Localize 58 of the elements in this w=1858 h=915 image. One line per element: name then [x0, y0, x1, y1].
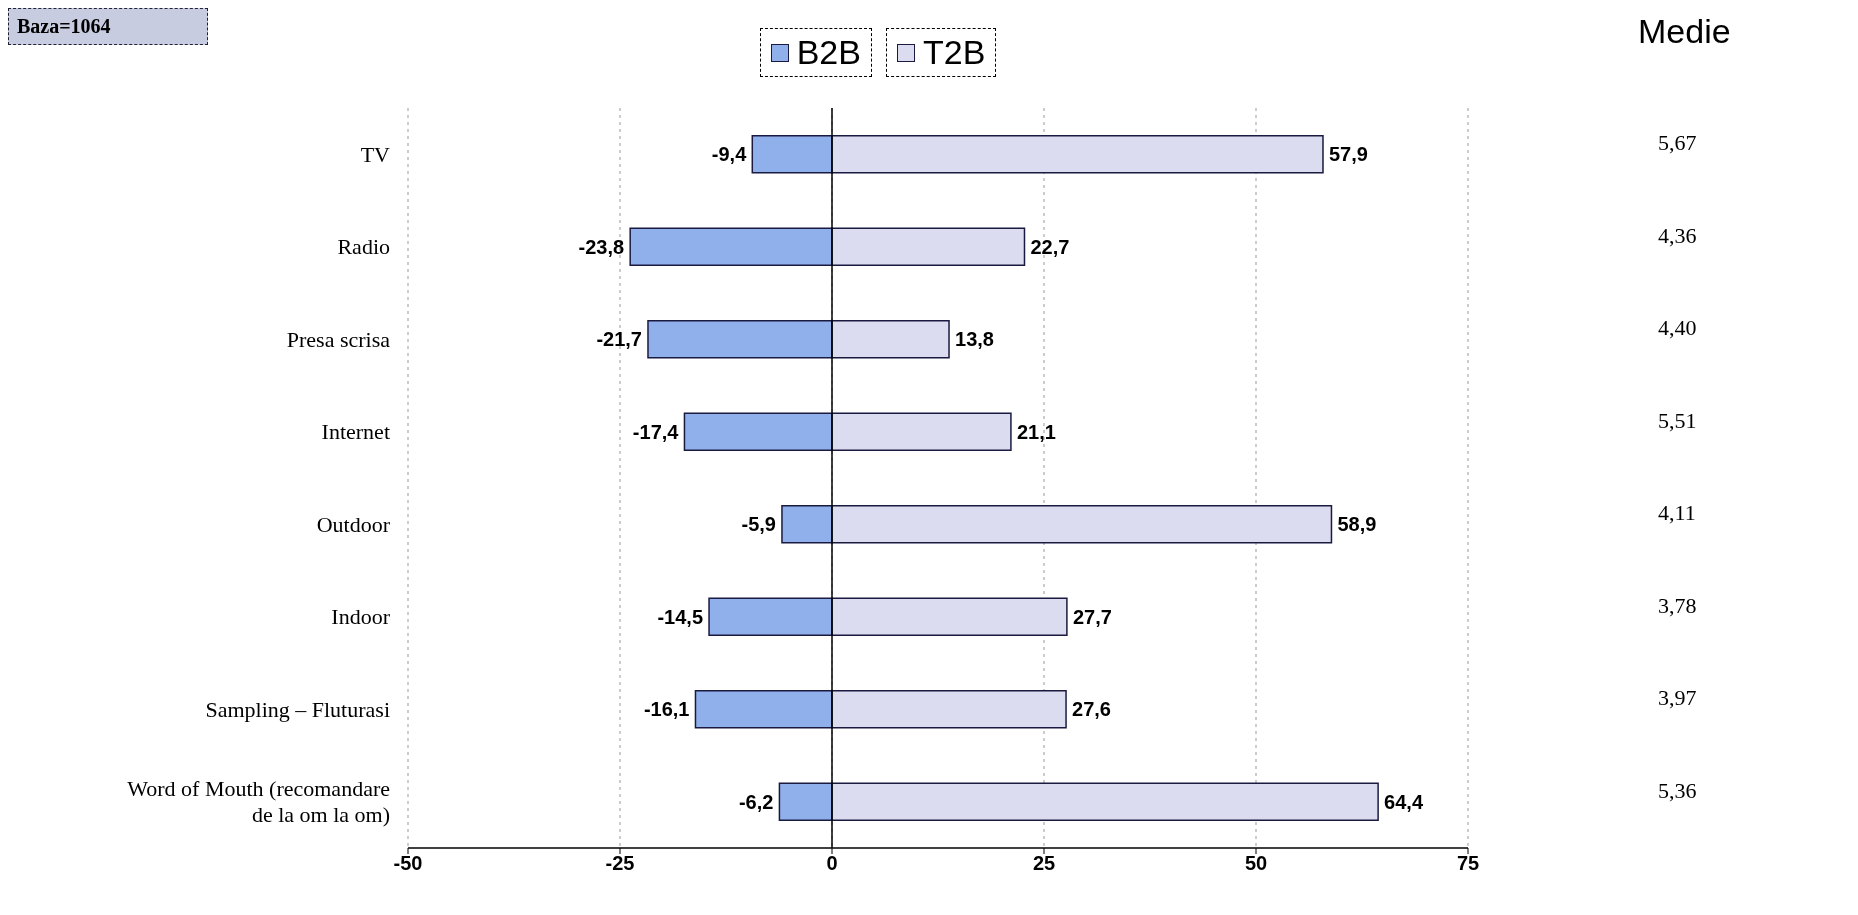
- bar: [708, 597, 833, 636]
- x-tick-label: -50: [393, 852, 423, 875]
- text: Medie: [1638, 12, 1731, 51]
- data-label: -5,9: [741, 513, 776, 536]
- data-label: -23,8: [578, 235, 625, 258]
- data-label: -21,7: [596, 328, 642, 351]
- text: Baza=1064: [8, 8, 208, 45]
- y-tick-label: Internet: [321, 419, 390, 445]
- bar: [751, 135, 833, 174]
- data-label: -16,1: [643, 698, 690, 721]
- bar: [831, 597, 1068, 636]
- data-label: 27,6: [1072, 698, 1111, 721]
- y-tick-label: TV: [360, 141, 391, 167]
- data-label: 22,7: [1030, 235, 1070, 258]
- bar: [831, 135, 1324, 174]
- bar: [831, 412, 1012, 451]
- bar: [629, 227, 833, 266]
- legend-label: T2B: [922, 33, 986, 72]
- bar: [831, 505, 1333, 544]
- data-label: 58,9: [1337, 513, 1377, 536]
- data-label: -17,4: [632, 420, 680, 443]
- data-label: 13,8: [955, 328, 994, 351]
- x-tick-label: 50: [1244, 852, 1268, 875]
- x-tick-label: -25: [605, 852, 635, 875]
- x-tick-label: 25: [1032, 852, 1056, 875]
- bar: [694, 690, 833, 729]
- bar: [781, 505, 833, 544]
- x-tick-label: 0: [826, 852, 838, 875]
- x-tick-label: 75: [1456, 852, 1480, 875]
- data-label: -9,4: [711, 143, 748, 166]
- text: 5,51: [1658, 407, 1697, 434]
- text: 4,36: [1658, 222, 1697, 249]
- text: 5,36: [1658, 777, 1697, 804]
- bar: [831, 320, 950, 359]
- legend-label: B2B: [796, 33, 861, 72]
- text: 3,97: [1658, 685, 1697, 712]
- bar: [683, 412, 833, 451]
- text: 4,11: [1658, 500, 1696, 527]
- text: 4,40: [1658, 315, 1697, 342]
- bar: [831, 227, 1026, 266]
- bar: [778, 782, 833, 821]
- bar: [831, 690, 1067, 729]
- bar: [831, 782, 1379, 821]
- y-tick-label: Outdoor: [316, 511, 391, 537]
- data-label: 64,4: [1384, 790, 1424, 813]
- bar: [647, 320, 833, 359]
- data-label: -14,5: [657, 605, 704, 628]
- data-label: 27,7: [1072, 605, 1112, 628]
- y-tick-label: Word of Mouth (recomandare de la om la om): [127, 776, 390, 828]
- y-tick-label: Presa scrisa: [286, 326, 391, 352]
- data-label: -6,2: [738, 790, 774, 813]
- data-label: 21,1: [1016, 420, 1056, 443]
- text: 5,67: [1658, 130, 1697, 157]
- y-tick-label: Sampling – Fluturasi: [205, 696, 390, 722]
- y-tick-label: Indoor: [331, 604, 391, 630]
- text: 3,78: [1658, 592, 1697, 619]
- y-tick-label: Radio: [337, 234, 390, 260]
- data-label: 57,9: [1328, 143, 1368, 166]
